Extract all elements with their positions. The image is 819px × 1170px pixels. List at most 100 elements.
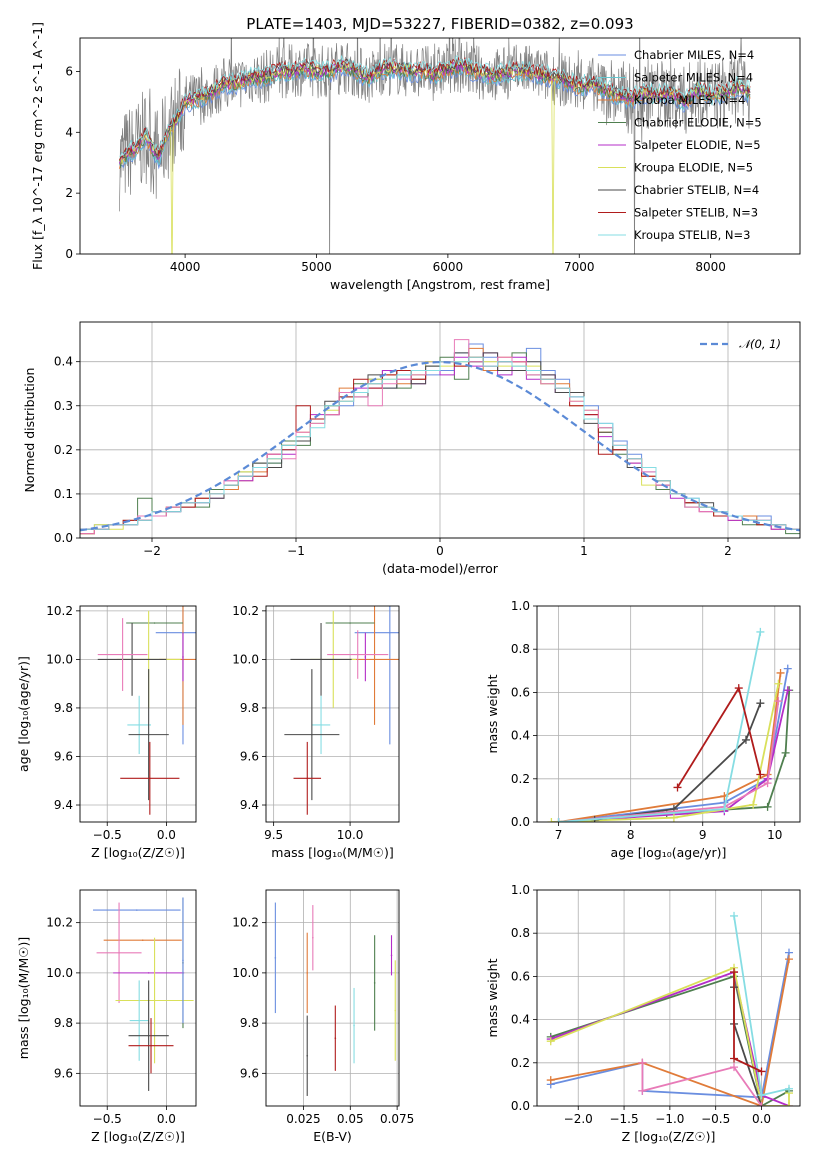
- x-tick-label: −1.0: [655, 1112, 684, 1126]
- axes-frame: [79, 37, 801, 255]
- y-tick-label: 0.2: [511, 1056, 530, 1070]
- model-spectrum-line: [119, 56, 751, 161]
- data-point: [320, 658, 322, 661]
- weight-marker: [749, 800, 758, 809]
- y-tick-label: 0.6: [511, 969, 530, 983]
- weight-marker: [781, 748, 790, 757]
- weight-line: [550, 958, 790, 1106]
- x-tick-label: 9.5: [264, 828, 283, 842]
- y-tick-label: 4: [65, 125, 73, 139]
- data-point: [311, 733, 313, 736]
- x-tick-label: 4000: [170, 260, 201, 274]
- plot-area: [97, 606, 196, 815]
- weight-line: [558, 668, 789, 822]
- data-point: [320, 724, 322, 726]
- y-tick-label: 0.0: [511, 815, 530, 829]
- weight-marker: [720, 805, 729, 814]
- normal-curve: [80, 360, 800, 532]
- x-tick-label: −2: [143, 544, 161, 558]
- plot-area: [284, 606, 399, 815]
- y-tick-label: 9.8: [240, 701, 259, 715]
- x-axis-label: (data-model)/error: [382, 561, 499, 576]
- x-tick-label: 5000: [301, 260, 332, 274]
- axes-5: −0.5 0.0 9.6 9.8 10.0 10.2 Z [log₁₀(Z/Z☉)] mass…: [16, 889, 197, 1144]
- chart-title: PLATE=1403, MJD=53227, FIBERID=0382, z=0…: [246, 15, 633, 33]
- weight-marker: [638, 1058, 647, 1067]
- legend-label: 𝒩(0, 1): [739, 337, 781, 351]
- y-tick-label: 0: [65, 247, 73, 261]
- data-point: [147, 1034, 150, 1037]
- weight-line: [551, 683, 780, 822]
- y-tick-label: 9.6: [54, 1066, 73, 1080]
- weight-marker: [741, 735, 750, 744]
- axes-1: −2 −1 0 1 2 0.0 0.1 0.2 0.3 0.4 (data-model)/error…: [22, 321, 801, 576]
- weight-marker: [783, 686, 792, 695]
- y-tick-label: 0.0: [511, 1099, 530, 1113]
- legend-label: Kroupa STELIB, N=3: [634, 228, 751, 242]
- plot-area: [80, 339, 800, 538]
- legend-label: Salpeter MILES, N=4: [634, 71, 753, 85]
- weight-marker: [730, 911, 739, 920]
- weight-marker: [757, 1102, 766, 1106]
- axes-frame: [536, 889, 801, 1107]
- data-point: [141, 939, 144, 942]
- data-point: [306, 972, 309, 974]
- x-tick-label: 0: [436, 544, 444, 558]
- weight-marker: [774, 679, 783, 688]
- data-point: [182, 959, 184, 962]
- weight-marker: [756, 770, 765, 779]
- y-tick-label: 0.4: [511, 729, 530, 743]
- y-axis-label: Normed distribution: [22, 368, 37, 493]
- legend-label: Salpeter STELIB, N=3: [634, 206, 758, 220]
- data-point: [153, 622, 156, 624]
- weight-marker: [776, 668, 785, 677]
- y-tick-label: 0.4: [511, 1013, 530, 1027]
- weight-marker: [774, 697, 783, 706]
- plot-area: [546, 911, 794, 1106]
- data-point: [306, 1054, 309, 1057]
- x-axis-label: mass [log₁₀(M/M☉)]: [271, 845, 393, 860]
- y-tick-label: 2: [65, 186, 73, 200]
- y-tick-label: 0.6: [511, 685, 530, 699]
- x-tick-label: 8000: [695, 260, 726, 274]
- x-tick-label: 10: [767, 828, 782, 842]
- x-tick-label: 0.075: [380, 1112, 414, 1126]
- y-tick-label: 0.2: [54, 443, 73, 457]
- data-point: [153, 999, 156, 1002]
- y-tick-label: 0.1: [54, 487, 73, 501]
- y-tick-label: 0.3: [54, 399, 73, 413]
- x-axis-label: age [log₁₀(age/yr)]: [611, 845, 727, 860]
- axes-frame: [79, 889, 197, 1107]
- y-axis-label: mass weight: [485, 958, 500, 1037]
- legend-label: Chabrier MILES, N=4: [634, 48, 754, 62]
- data-point: [182, 656, 184, 658]
- data-point: [306, 777, 309, 780]
- weight-line: [550, 966, 790, 1106]
- y-axis-label: age [log₁₀(age/yr)]: [16, 656, 31, 772]
- x-tick-label: −2.0: [564, 1112, 593, 1126]
- y-tick-label: 10.2: [232, 604, 259, 618]
- x-tick-label: 0.025: [286, 1112, 320, 1126]
- axes-6: 0.025 0.05 0.075 9.6 9.8 10.0 10.2 E(B-V): [232, 889, 414, 1144]
- data-point: [349, 622, 351, 624]
- y-tick-label: 1.0: [511, 599, 530, 613]
- y-tick-label: 6: [65, 64, 73, 78]
- x-tick-label: −1: [287, 544, 305, 558]
- y-tick-label: 9.8: [54, 1016, 73, 1030]
- weight-line: [641, 1062, 763, 1106]
- x-tick-label: 8: [627, 828, 635, 842]
- y-tick-label: 1.0: [511, 883, 530, 897]
- model-spectrum-line: [119, 59, 751, 254]
- weight-line: [676, 685, 762, 788]
- data-point: [147, 733, 150, 736]
- x-axis-label: Z [log₁₀(Z/Z☉)]: [622, 1129, 716, 1144]
- axes-3: 9.5 10.0 9.4 9.6 9.8 10.0 10.2 mass [log₁₀(M/M☉…: [232, 604, 400, 860]
- axes-frame: [265, 605, 400, 823]
- weight-marker: [546, 1076, 555, 1085]
- weight-marker: [638, 1086, 647, 1095]
- y-tick-label: 10.2: [46, 916, 73, 930]
- data-point: [364, 656, 367, 658]
- plot-area: [119, 38, 751, 254]
- x-tick-label: 0.0: [752, 1112, 771, 1126]
- axes-7: −2.0 −1.5 −1.0 −0.5 0.0 0.0 0.2 0.4 0.6 0.8 1.0 Z […: [485, 883, 801, 1144]
